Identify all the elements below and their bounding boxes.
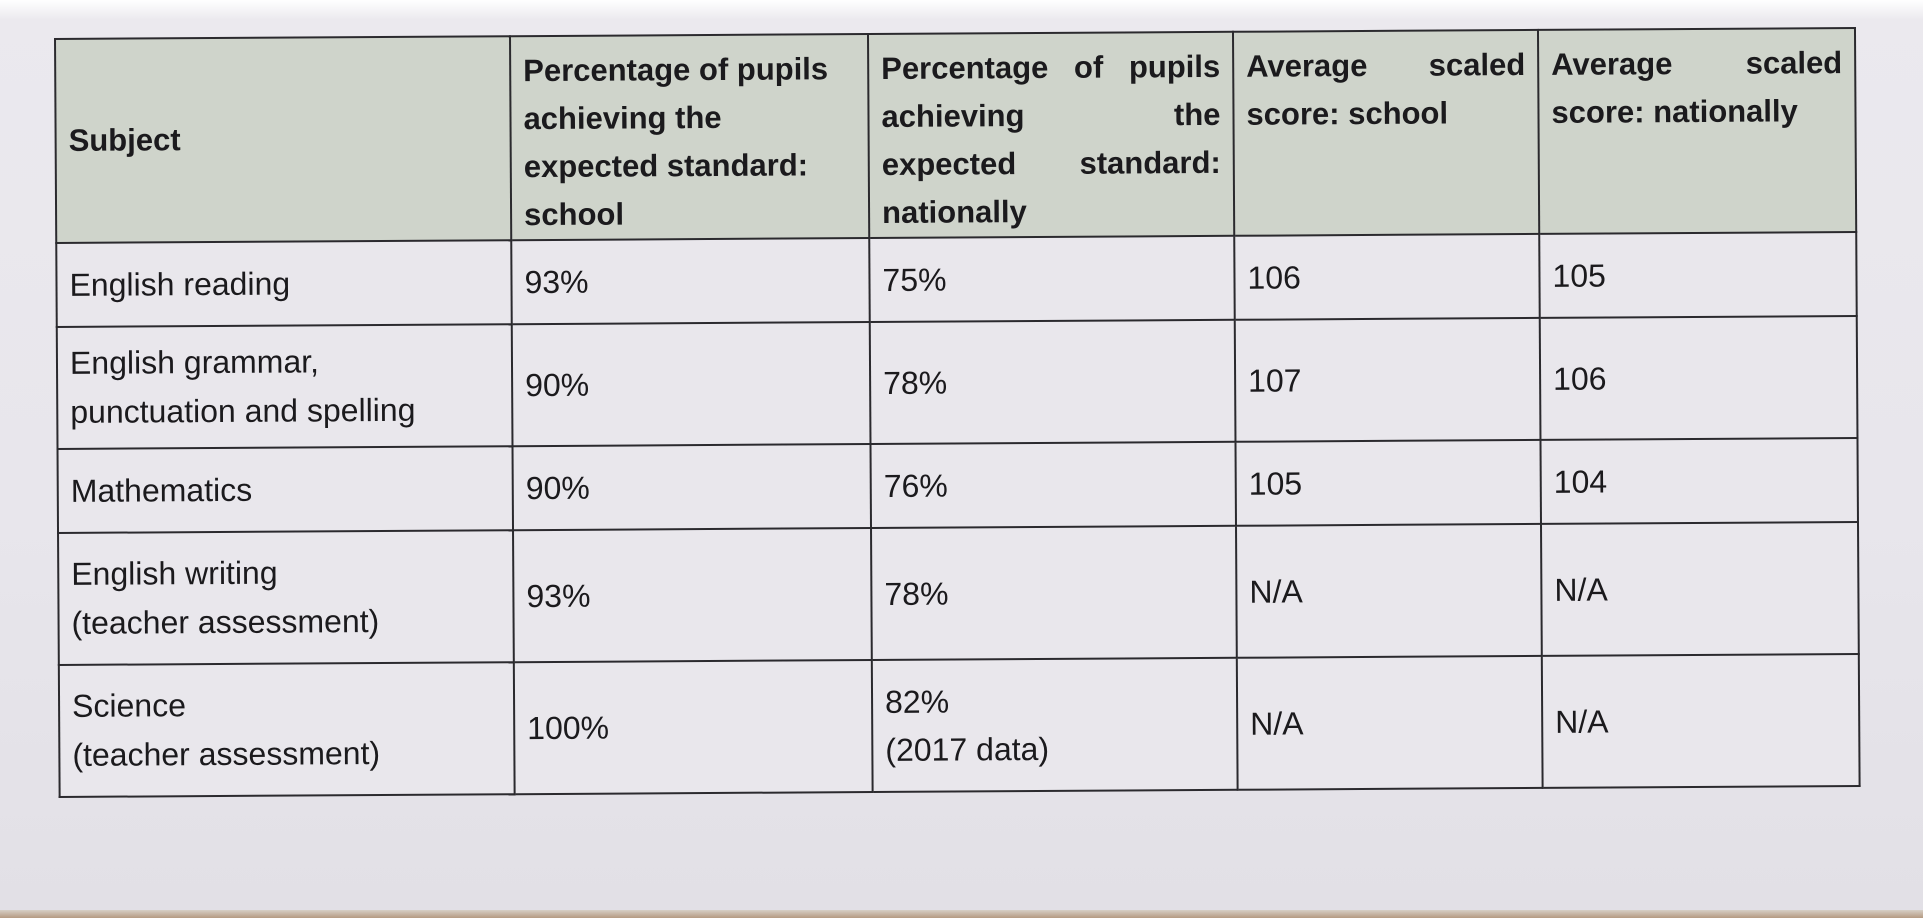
subject-cell: English reading — [56, 240, 512, 328]
subject-line: (teacher assessment) — [71, 603, 380, 642]
national-percentage-cell: 78% — [871, 525, 1237, 661]
subject-line: (teacher assessment) — [72, 735, 381, 774]
national-percentage-cell: 78% — [869, 319, 1236, 445]
national-percentage-line: 82% — [884, 683, 950, 721]
school-percentage-cell: 90% — [512, 444, 872, 531]
school-score-cell: 105 — [1235, 440, 1541, 526]
header-school-average-score: Average scaled score: school — [1232, 29, 1540, 236]
table-header-row: Subject Percentage of pupils achieving t… — [55, 27, 1857, 244]
school-percentage-cell: 93% — [511, 238, 870, 325]
national-percentage-line: 78% — [883, 364, 948, 402]
national-score-cell: N/A — [1541, 654, 1860, 789]
subject-line: English reading — [69, 265, 291, 304]
header-national-percentage: Percentage of pupils achieving the expec… — [867, 31, 1235, 239]
school-score-cell: N/A — [1236, 656, 1543, 790]
table-row: Science (teacher assessment) 100% 82% (2… — [58, 654, 1860, 798]
subject-cell: English grammar, punctuation and spellin… — [56, 324, 513, 450]
subject-line: Mathematics — [70, 471, 253, 510]
national-percentage-cell: 75% — [869, 235, 1235, 323]
header-subject: Subject — [55, 36, 512, 244]
subject-line: punctuation and spelling — [70, 391, 416, 431]
paper-highlight — [0, 0, 1923, 20]
national-percentage-line: 76% — [883, 467, 948, 505]
subject-line: English grammar, — [69, 342, 320, 381]
school-score-cell: 107 — [1234, 318, 1541, 442]
national-percentage-line: 75% — [882, 261, 947, 299]
subject-line: Science — [71, 686, 187, 724]
national-score-cell: N/A — [1540, 522, 1859, 657]
header-school-percentage: Percentage of pupils achieving the expec… — [509, 34, 870, 241]
table-row: English writing (teacher assessment) 93%… — [58, 522, 1859, 666]
school-score-cell: N/A — [1236, 524, 1542, 658]
national-percentage-cell: 76% — [870, 441, 1237, 529]
national-score-cell: 105 — [1539, 232, 1857, 319]
school-score-cell: 106 — [1234, 234, 1540, 320]
subject-cell: English writing (teacher assessment) — [58, 530, 514, 666]
national-percentage-line: 78% — [884, 575, 949, 613]
subject-cell: Mathematics — [57, 446, 514, 534]
national-percentage-cell: 82% (2017 data) — [871, 657, 1238, 793]
subject-cell: Science (teacher assessment) — [58, 662, 515, 798]
table-row: English grammar, punctuation and spellin… — [56, 316, 1858, 450]
school-percentage-cell: 93% — [513, 528, 872, 663]
table-surface-edge — [0, 910, 1923, 918]
subject-line: English writing — [71, 554, 278, 592]
header-national-average-score: Average scaled score: nationally — [1537, 27, 1857, 235]
national-percentage-line: (2017 data) — [885, 731, 1050, 769]
table-row: English reading 93% 75% 106 105 — [56, 232, 1857, 328]
table-row: Mathematics 90% 76% 105 104 — [57, 438, 1858, 534]
results-table: Subject Percentage of pupils achieving t… — [54, 27, 1861, 798]
national-score-cell: 104 — [1540, 438, 1858, 525]
school-percentage-cell: 90% — [511, 322, 871, 447]
school-percentage-cell: 100% — [513, 660, 873, 795]
national-score-cell: 106 — [1539, 316, 1858, 441]
